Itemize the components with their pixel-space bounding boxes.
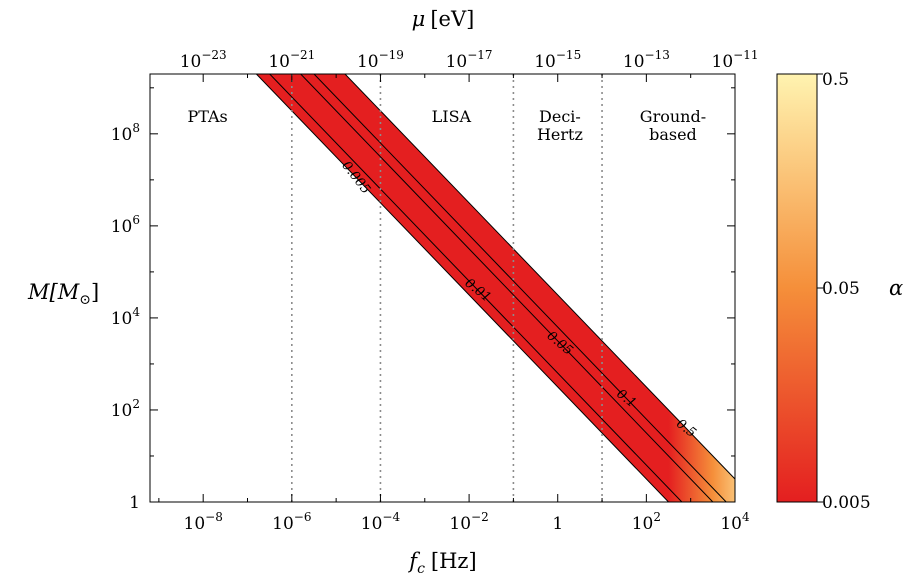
top-axis-title-symbol: μ [412, 7, 426, 31]
region-label-2-line-1: Hertz [537, 125, 583, 144]
x-tick-label-4-base: 1 [552, 514, 563, 534]
top-tick-label-4: 10−15 [534, 48, 581, 72]
top-tick-label-5-base: 10 [623, 52, 645, 72]
colorbar: 0.5 0.05 0.005 α [776, 70, 903, 513]
y-axis-title-subscript: ⊙ [79, 292, 91, 308]
top-tick-label-2-base: 10 [357, 52, 379, 72]
x-tick-label-3-exp: −2 [471, 510, 489, 524]
top-tick-label-1-exp: −21 [290, 48, 315, 62]
top-tick-label-6-exp: −11 [733, 48, 758, 62]
contour-line-0.5 [344, 74, 735, 480]
region-label-3-line-1: based [649, 125, 697, 144]
region-labels: PTAs LISA Deci-Hertz Ground-based [187, 107, 706, 144]
y-tick-label-1-base: 10 [111, 401, 133, 421]
top-tick-labels: 10−23 10−21 10−19 10−17 10−15 10−13 10−11 [180, 48, 759, 72]
x-tick-label-6-exp: 4 [742, 510, 750, 524]
region-label-1-line-0: LISA [432, 107, 472, 126]
x-tick-label-1-exp: −6 [294, 510, 312, 524]
x-tick-label-2-base: 10 [361, 514, 383, 534]
y-tick-label-3: 106 [111, 213, 140, 237]
x-tick-label-5: 102 [632, 510, 661, 534]
x-tick-label-0-exp: −8 [205, 510, 223, 524]
x-tick-label-2: 10−4 [361, 510, 401, 534]
top-tick-label-3: 10−17 [446, 48, 493, 72]
contour-line-0.1 [313, 74, 727, 502]
x-tick-labels: 10−8 10−6 10−4 10−2 1 102 104 [184, 510, 750, 534]
x-axis-title-unit: [Hz] [431, 549, 477, 573]
y-tick-label-0-base: 1 [129, 493, 140, 513]
axis-ticks [150, 74, 736, 503]
top-tick-label-4-base: 10 [534, 52, 556, 72]
top-axis-title: μ [eV] [412, 7, 475, 31]
region-label-2-line-0: Deci- [539, 107, 581, 126]
region-label-0-line-0: PTAs [187, 107, 227, 126]
x-axis-title-symbol: f [407, 549, 420, 573]
top-tick-label-5-exp: −13 [645, 48, 670, 62]
top-tick-label-1: 10−21 [268, 48, 315, 72]
y-tick-label-3-exp: 6 [132, 213, 140, 227]
top-tick-label-6: 10−11 [712, 48, 759, 72]
x-tick-label-3-base: 10 [449, 514, 471, 534]
top-tick-label-3-exp: −17 [467, 48, 492, 62]
colorbar-ticks: 0.5 0.05 0.005 [817, 70, 871, 513]
x-tick-label-4: 1 [552, 514, 563, 534]
y-tick-label-2-exp: 4 [132, 305, 140, 319]
y-tick-label-3-base: 10 [111, 217, 133, 237]
y-tick-label-4-base: 10 [111, 125, 133, 145]
x-tick-label-2-exp: −4 [382, 510, 400, 524]
y-axis-title-close: ] [91, 280, 99, 304]
y-tick-label-1: 102 [111, 397, 140, 421]
contour-line-0.01 [269, 74, 683, 502]
top-tick-label-1-base: 10 [268, 52, 290, 72]
x-tick-label-3: 10−2 [449, 510, 488, 534]
top-tick-label-4-exp: −15 [556, 48, 581, 62]
top-axis-title-unit: [eV] [430, 7, 474, 31]
top-tick-label-0-exp: −23 [201, 48, 226, 62]
y-tick-label-4-exp: 8 [132, 121, 140, 135]
x-tick-label-1: 10−6 [272, 510, 311, 534]
top-tick-label-6-base: 10 [712, 52, 734, 72]
y-tick-label-4: 108 [111, 121, 140, 145]
contour-line-0.005 [256, 74, 669, 502]
x-tick-label-1-base: 10 [272, 514, 294, 534]
top-tick-label-2-exp: −19 [379, 48, 404, 62]
y-tick-label-1-exp: 2 [132, 397, 140, 411]
top-tick-label-2: 10−19 [357, 48, 404, 72]
y-tick-label-2: 104 [111, 305, 141, 329]
y-axis-title: M[M⊙] [27, 280, 99, 308]
x-tick-label-5-exp: 2 [653, 510, 661, 524]
contour-line-0.05 [300, 74, 714, 502]
x-axis-title-subscript: c [417, 561, 425, 577]
top-tick-label-0: 10−23 [180, 48, 227, 72]
x-axis-title: fc [Hz] [407, 549, 476, 577]
colorbar-gradient-rect [776, 73, 818, 503]
top-tick-label-0-base: 10 [180, 52, 202, 72]
colorbar-tick-label-1: 0.05 [822, 279, 860, 299]
colorbar-tick-label-2: 0.005 [822, 493, 871, 513]
y-axis-title-base: M[M [27, 280, 80, 304]
top-tick-label-5: 10−13 [623, 48, 670, 72]
x-tick-label-6-base: 10 [720, 514, 742, 534]
y-tick-label-2-base: 10 [111, 309, 133, 329]
y-tick-label-0: 1 [129, 493, 140, 513]
x-tick-label-5-base: 10 [632, 514, 654, 534]
x-tick-label-0-base: 10 [184, 514, 206, 534]
plot-frame [149, 73, 736, 503]
colorbar-title: α [889, 276, 903, 300]
colorbar-tick-label-0: 0.5 [822, 70, 849, 90]
alpha-band [256, 74, 735, 502]
x-tick-label-0: 10−8 [184, 510, 223, 534]
x-tick-label-6: 104 [720, 510, 750, 534]
top-tick-label-3-base: 10 [446, 52, 468, 72]
region-label-3-line-0: Ground- [640, 107, 706, 126]
